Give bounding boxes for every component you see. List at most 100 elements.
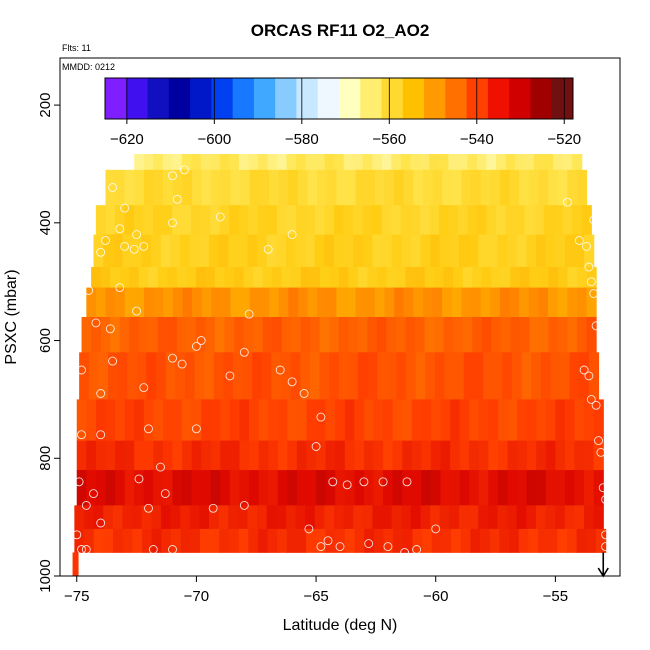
heatmap-cell	[146, 352, 157, 400]
heatmap-cell	[115, 399, 126, 442]
heatmap-cell	[372, 505, 383, 530]
heatmap-cell	[191, 205, 202, 235]
heatmap-cell	[143, 470, 154, 506]
heatmap-cell	[191, 440, 202, 471]
x-axis: −75 −70 −65 −60 −55	[64, 575, 568, 605]
heatmap-cell	[83, 505, 95, 530]
heatmap-cell	[401, 234, 412, 268]
heatmap-cell	[122, 234, 133, 268]
heatmap-cell	[373, 528, 385, 553]
heatmap-cell	[432, 169, 443, 206]
heatmap-cell	[124, 399, 135, 442]
heatmap-cell	[412, 528, 423, 553]
heatmap-cell	[170, 505, 181, 530]
heatmap-cell	[151, 505, 162, 530]
heatmap-cell	[386, 352, 398, 400]
heatmap-cell	[220, 470, 231, 506]
heatmap-cell	[459, 470, 470, 506]
heatmap-cell	[410, 143, 421, 171]
heatmap-cell	[411, 399, 422, 442]
heatmap-cell	[247, 505, 258, 530]
heatmap-cell	[517, 399, 528, 442]
heatmap-cell	[434, 317, 445, 353]
heatmap-cell	[470, 528, 481, 553]
data-point	[160, 489, 170, 499]
heatmap-cell	[489, 528, 500, 553]
data-point	[120, 241, 130, 251]
data-point	[263, 244, 273, 254]
heatmap-cell	[338, 352, 350, 400]
heatmap-cell	[194, 352, 205, 400]
heatmap-cell	[355, 287, 366, 318]
heatmap-cell	[353, 205, 364, 235]
heatmap-cell	[268, 440, 279, 471]
heatmap-cell	[567, 266, 578, 288]
heatmap-cell	[491, 317, 502, 353]
heatmap-cell	[425, 352, 436, 400]
heatmap-cell	[277, 528, 288, 553]
heatmap-cell	[391, 505, 402, 530]
heatmap-cell	[117, 352, 128, 400]
heatmap-cell	[564, 234, 576, 268]
heatmap-cell	[258, 440, 269, 471]
data-point	[431, 524, 441, 534]
heatmap-cell	[105, 287, 116, 318]
heatmap-cell	[162, 143, 173, 171]
colorbar-segment	[211, 78, 234, 119]
heatmap-cell	[364, 528, 375, 553]
data-point	[148, 545, 158, 554]
heatmap-cell	[555, 470, 566, 506]
heatmap-cell	[162, 440, 174, 471]
heatmap-cell	[122, 505, 133, 530]
heatmap-cell	[267, 205, 278, 235]
heatmap-cell	[584, 470, 595, 506]
heatmap-cell	[172, 169, 184, 206]
heatmap-cell	[98, 352, 109, 400]
heatmap-cell	[211, 287, 222, 318]
heatmap-cell	[415, 266, 426, 288]
heatmap-cell	[430, 234, 441, 268]
heatmap-cell	[557, 169, 568, 206]
heatmap-cell	[153, 205, 164, 235]
heatmap-cell	[505, 205, 516, 235]
heatmap-cell	[319, 266, 330, 288]
heatmap-cell	[496, 143, 507, 171]
heatmap-cell	[336, 287, 347, 318]
colorbar-segment	[232, 78, 255, 119]
heatmap-cell	[393, 528, 404, 553]
heatmap-cell	[326, 169, 337, 206]
heatmap-cell	[510, 317, 521, 353]
heatmap-cell	[567, 169, 578, 206]
heatmap-cell	[176, 266, 187, 288]
heatmap-cell	[192, 169, 203, 206]
data-point	[316, 542, 326, 552]
heatmap-cell	[189, 505, 200, 530]
heatmap-cell	[277, 470, 288, 506]
heatmap-cell	[595, 528, 607, 553]
heatmap-cell	[229, 399, 241, 442]
heatmap-cell	[451, 169, 463, 206]
data-point	[335, 542, 345, 552]
colorbar-segment	[360, 78, 382, 119]
heatmap-cell	[441, 528, 452, 553]
heatmap-cell	[165, 352, 176, 400]
x-tick-label: −60	[423, 588, 448, 605]
heatmap-cell	[557, 266, 569, 288]
heatmap-cell	[373, 470, 384, 506]
heatmap-cell	[376, 317, 388, 353]
heatmap-cell	[500, 317, 511, 353]
data-point	[412, 545, 422, 554]
heatmap-cell	[519, 266, 530, 288]
heatmap-cell	[419, 205, 430, 235]
heatmap-cell	[543, 143, 554, 171]
heatmap-cell	[300, 352, 311, 400]
heatmap-cell	[141, 528, 153, 553]
heatmap-cell	[124, 205, 135, 235]
heatmap-cell	[220, 169, 232, 206]
heatmap-cell	[317, 287, 328, 318]
heatmap-cell	[536, 440, 547, 471]
heatmap-cell	[124, 440, 135, 471]
heatmap-cell	[439, 505, 450, 530]
heatmap-cell	[517, 440, 528, 471]
heatmap-cell	[220, 399, 231, 442]
